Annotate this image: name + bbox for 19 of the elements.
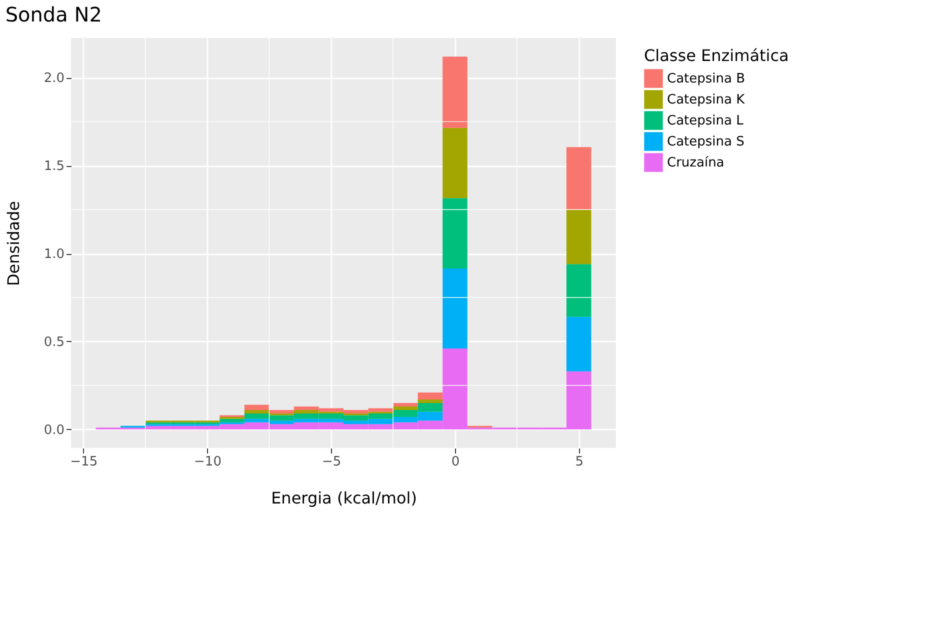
legend-label: Catepsina S	[667, 134, 744, 150]
y-tick-label: 1.0	[44, 247, 64, 262]
x-tick-label: −15	[70, 454, 98, 470]
x-tick-label: 0	[451, 454, 460, 470]
y-tick-label: 1.5	[44, 159, 64, 174]
legend-label: Catepsina B	[667, 72, 746, 86]
legend-label: Cruzaína	[667, 156, 724, 170]
legend-title: Classe Enzimática	[644, 46, 789, 65]
chart-title: Sonda N2	[5, 2, 102, 27]
y-tick-label: 0.0	[44, 422, 64, 438]
legend-label: Catepsina K	[667, 92, 746, 108]
y-tick-label: 0.5	[44, 334, 64, 350]
y-tick-label: 2.0	[44, 71, 64, 86]
x-tick-label: −10	[194, 454, 222, 470]
y-axis-title: Densidade	[4, 200, 23, 286]
x-axis-title: Energia (kcal/mol)	[271, 488, 417, 508]
x-tick-label: 5	[575, 454, 584, 470]
legend-label: Catepsina L	[667, 114, 744, 128]
x-tick-label: −5	[322, 454, 342, 470]
